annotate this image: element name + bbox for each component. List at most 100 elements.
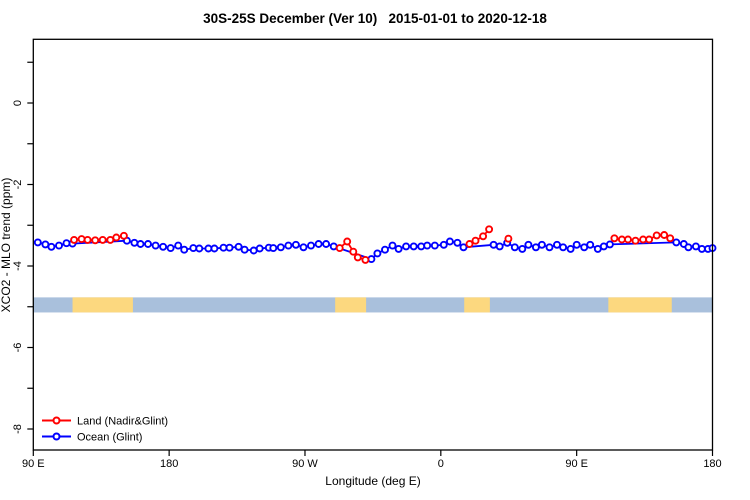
band-land-rect xyxy=(608,297,672,313)
x-tick-label: 90 E xyxy=(565,458,588,470)
data-point-ocean xyxy=(402,242,411,251)
data-point-land xyxy=(98,235,107,244)
data-point-ocean xyxy=(174,241,183,250)
data-point-ocean xyxy=(136,240,145,248)
data-point-ocean xyxy=(417,242,426,251)
legend-label-ocean: Ocean (Glint) xyxy=(77,432,142,444)
x-tick-label: 90 E xyxy=(22,458,45,470)
data-point-ocean xyxy=(599,242,608,251)
data-point-ocean xyxy=(240,245,249,254)
data-point-ocean xyxy=(151,241,160,250)
data-point-ocean xyxy=(307,241,315,250)
data-point-ocean xyxy=(291,240,300,249)
data-point-land xyxy=(645,235,654,244)
data-point-ocean xyxy=(559,243,568,252)
data-series xyxy=(33,225,717,264)
x-tick-label: 180 xyxy=(703,458,721,470)
data-point-ocean xyxy=(195,244,204,253)
x-axis-label: Longitude (deg E) xyxy=(325,474,420,488)
data-point-land xyxy=(119,231,128,240)
data-point-ocean xyxy=(388,241,397,250)
band-land-rect xyxy=(335,297,367,313)
data-point-ocean xyxy=(394,244,403,253)
data-point-ocean xyxy=(495,242,504,251)
data-point-land xyxy=(112,233,121,242)
data-point-land xyxy=(349,247,358,256)
data-point-ocean xyxy=(314,240,323,248)
data-point-ocean xyxy=(423,241,432,250)
legend-label-land: Land (Nadir&Glint) xyxy=(77,416,168,428)
legend-marker-ocean-icon xyxy=(52,432,61,441)
data-point-ocean xyxy=(572,240,581,249)
data-point-ocean xyxy=(672,238,681,247)
data-point-ocean xyxy=(524,240,533,249)
plot-border xyxy=(32,38,714,451)
data-point-land xyxy=(77,235,86,244)
data-point-land xyxy=(353,253,362,262)
legend: Land (Nadir&Glint) Ocean (Glint) xyxy=(42,416,168,444)
surface-band xyxy=(33,297,713,313)
data-point-ocean xyxy=(166,244,175,253)
data-point-land xyxy=(660,231,669,239)
data-point-ocean xyxy=(276,243,285,252)
data-point-ocean xyxy=(33,238,42,247)
data-point-ocean xyxy=(322,240,331,248)
data-point-ocean xyxy=(439,240,448,249)
chart-title: 30S-25S December (Ver 10) 2015-01-01 to … xyxy=(203,11,547,26)
band-ocean-rect xyxy=(33,297,713,313)
data-point-land xyxy=(652,231,661,240)
band-land-rect xyxy=(72,297,133,313)
data-point-ocean xyxy=(130,238,139,247)
data-point-ocean xyxy=(684,243,693,252)
data-point-ocean xyxy=(459,243,468,252)
data-point-ocean xyxy=(510,243,519,252)
data-point-land xyxy=(465,240,474,248)
data-point-ocean xyxy=(605,240,614,249)
x-tick-label: 90 W xyxy=(292,458,318,470)
data-point-ocean xyxy=(445,237,454,246)
y-tick-label: -4 xyxy=(12,261,24,271)
data-point-ocean xyxy=(299,243,308,252)
data-point-ocean xyxy=(180,245,189,254)
y-tick-label: -6 xyxy=(12,343,24,353)
data-point-ocean xyxy=(225,243,234,252)
data-point-land xyxy=(624,235,632,244)
x-tick-label: 0 xyxy=(438,458,444,470)
data-point-ocean xyxy=(255,244,264,253)
data-point-ocean xyxy=(373,249,382,258)
data-point-ocean xyxy=(367,255,376,264)
y-axis-label: XCO2 - MLO trend (ppm) xyxy=(0,178,13,313)
y-tick-label: -8 xyxy=(12,424,24,434)
data-point-ocean xyxy=(430,241,439,250)
data-point-land xyxy=(91,236,100,245)
data-point-land xyxy=(617,235,626,244)
data-point-ocean xyxy=(55,241,63,250)
data-point-ocean xyxy=(409,242,418,251)
data-point-ocean xyxy=(381,245,389,254)
data-point-land xyxy=(610,234,619,243)
axes: 90 E 180 90 W 0 90 E 180 0 -2 -4 -6 -8 xyxy=(12,61,722,470)
data-point-ocean xyxy=(518,244,527,253)
data-point-ocean xyxy=(234,242,243,251)
data-point-ocean xyxy=(269,244,278,253)
data-point-ocean xyxy=(545,243,554,252)
data-point-ocean xyxy=(537,240,546,249)
data-point-land xyxy=(335,244,344,253)
data-point-ocean xyxy=(47,242,56,251)
data-point-land xyxy=(479,232,488,241)
legend-marker-land-icon xyxy=(52,416,61,425)
x-tick-label: 180 xyxy=(160,458,178,470)
data-point-land xyxy=(631,236,640,245)
data-point-ocean xyxy=(586,240,595,249)
data-point-ocean xyxy=(489,240,498,249)
data-point-land xyxy=(485,225,494,234)
data-point-land xyxy=(70,235,79,244)
data-point-ocean xyxy=(566,244,575,253)
data-point-ocean xyxy=(144,240,152,248)
data-point-land xyxy=(343,237,352,246)
data-point-land xyxy=(361,255,370,264)
data-point-ocean xyxy=(697,244,706,253)
data-point-land xyxy=(666,234,675,243)
